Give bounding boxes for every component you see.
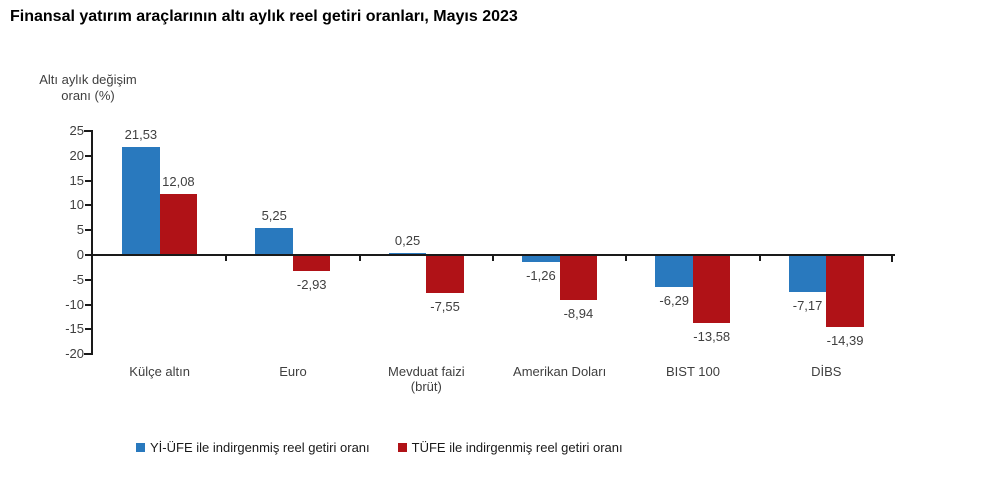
chart-title: Finansal yatırım araçlarının altı aylık … <box>10 8 518 25</box>
y-axis-title: Altı aylık değişim oranı (%) <box>14 72 162 104</box>
x-category-2: Mevduat faizi (brüt) <box>388 364 465 394</box>
y-tick-label-25: 25 <box>69 123 84 138</box>
value-label-tufe-3: -8,94 <box>563 306 594 322</box>
bar-tufe-1 <box>292 256 331 271</box>
value-label-tufe-1: -2,93 <box>296 276 327 292</box>
x-category-5: DİBS <box>811 364 842 379</box>
value-label-tufe-5: -14,39 <box>826 333 864 349</box>
y-tick-mark-20 <box>85 154 92 157</box>
y-tick-mark-10 <box>85 204 92 207</box>
value-label-yiufe-0: 21,53 <box>124 127 158 143</box>
bar-tufe-4 <box>692 256 731 324</box>
bar-tufe-3 <box>559 256 598 301</box>
y-tick-mark-0 <box>85 254 92 256</box>
legend-label: TÜFE ile indirgenmiş reel getiri oranı <box>411 440 623 455</box>
x-category-0: Külçe altın <box>129 364 190 379</box>
y-tick-mark-15 <box>85 179 92 182</box>
value-label-tufe-2: -7,55 <box>430 299 460 315</box>
value-label-tufe-0: 12,08 <box>162 174 195 190</box>
y-axis-bottom-cap <box>84 353 93 355</box>
y-tick-mark--15 <box>85 328 92 331</box>
bar-yiufe-2 <box>388 252 427 254</box>
y-axis-line <box>91 130 93 355</box>
legend-label: Yİ-ÜFE ile indirgenmiş reel getiri oranı <box>150 440 370 455</box>
y-tick-label-10: 10 <box>69 197 84 213</box>
legend: Yİ-ÜFE ile indirgenmiş reel getiri oranı… <box>136 440 623 455</box>
y-tick-label-20: 20 <box>69 147 84 163</box>
bar-yiufe-4 <box>655 256 693 288</box>
bar-tufe-5 <box>826 256 864 328</box>
y-tick-mark--10 <box>85 303 92 306</box>
y-tick-label-15: 15 <box>69 172 84 188</box>
legend-item-tufe: TÜFE ile indirgenmiş reel getiri oranı <box>397 440 623 455</box>
value-label-yiufe-4: -6,29 <box>659 293 690 309</box>
x-axis-end-tick <box>891 254 893 262</box>
y-tick-label-0: 0 <box>76 247 84 262</box>
y-tick-label--5: -5 <box>72 271 84 287</box>
y-tick-label-5: 5 <box>76 222 84 238</box>
y-tick-label--10: -10 <box>65 296 84 312</box>
value-label-yiufe-3: -1,26 <box>526 268 556 284</box>
x-axis-tick-4 <box>625 256 628 261</box>
bar-tufe-2 <box>426 256 464 294</box>
legend-item-yiufe: Yİ-ÜFE ile indirgenmiş reel getiri oranı <box>136 440 370 455</box>
x-axis-tick-1 <box>225 256 228 261</box>
legend-swatch-icon <box>136 443 145 452</box>
y-tick-mark--5 <box>85 278 92 281</box>
bar-tufe-0 <box>159 194 198 254</box>
x-category-4: BIST 100 <box>666 364 720 379</box>
y-tick-mark-5 <box>85 229 92 232</box>
y-tick-label--15: -15 <box>65 321 84 337</box>
bar-yiufe-5 <box>788 256 827 292</box>
bar-yiufe-3 <box>522 256 560 263</box>
y-tick-label--20: -20 <box>65 346 84 362</box>
y-axis-title-line1: Altı aylık değişim <box>39 72 137 87</box>
value-label-yiufe-1: 5,25 <box>261 207 287 223</box>
value-label-tufe-4: -13,58 <box>693 329 731 345</box>
x-category-1: Euro <box>279 364 307 379</box>
x-axis-line <box>91 254 895 256</box>
value-label-yiufe-5: -7,17 <box>792 297 823 313</box>
bar-yiufe-0 <box>122 147 160 254</box>
x-axis-tick-3 <box>491 256 494 261</box>
legend-swatch-icon <box>397 443 407 452</box>
x-category-3: Amerikan Doları <box>513 364 607 379</box>
y-axis-top-cap <box>84 130 93 132</box>
x-axis-tick-5 <box>758 256 761 261</box>
value-label-yiufe-2: 0,25 <box>394 232 421 248</box>
bar-yiufe-1 <box>255 227 293 254</box>
y-axis-title-line2: oranı (%) <box>61 88 115 103</box>
x-axis-tick-2 <box>358 256 361 261</box>
